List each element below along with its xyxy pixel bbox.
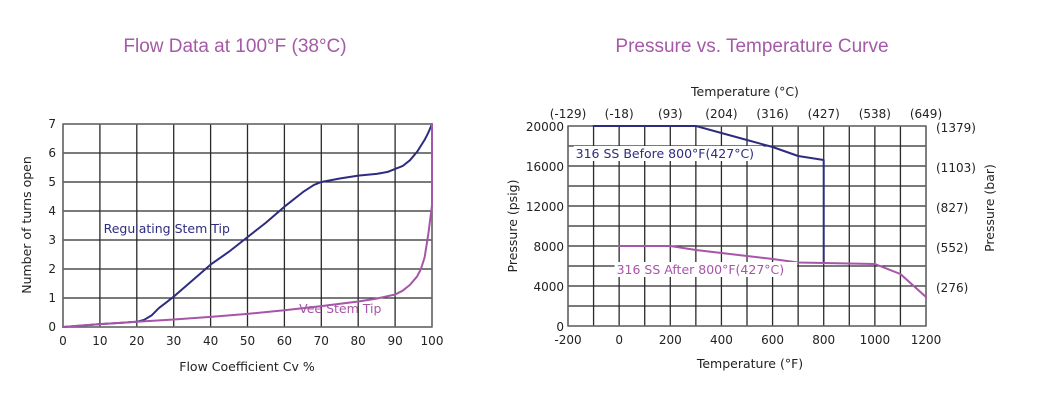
y-tick-label: 7 bbox=[48, 117, 56, 131]
x2-tick-label: (204) bbox=[705, 107, 737, 121]
x2-tick-label: (316) bbox=[756, 107, 788, 121]
x-tick-label: 0 bbox=[615, 333, 623, 347]
x-tick-label: 600 bbox=[761, 333, 784, 347]
annotation-background bbox=[573, 146, 764, 161]
x2-tick-label: (538) bbox=[859, 107, 891, 121]
y-tick-label: 0 bbox=[48, 320, 56, 334]
x-tick-label: 20 bbox=[129, 334, 144, 348]
x2-tick-label: (649) bbox=[910, 107, 942, 121]
flow-chart-y-label: Number of turns open bbox=[19, 156, 34, 294]
x-tick-label: 60 bbox=[277, 334, 292, 348]
annotation-background bbox=[614, 262, 798, 277]
y-tick-label: 6 bbox=[48, 146, 56, 160]
pressure-chart-y2-ticks: (276) (552) (827) (1103) (1379) bbox=[936, 121, 976, 295]
x-tick-label: 1200 bbox=[911, 333, 942, 347]
y-tick-label: 2 bbox=[48, 262, 56, 276]
pressure-chart-y2-label: Pressure (bar) bbox=[982, 164, 997, 252]
x-tick-label: 10 bbox=[92, 334, 107, 348]
regulating-stem-tip-label: Regulating Stem Tip bbox=[104, 221, 230, 236]
pressure-chart-x-label: Temperature (°F) bbox=[696, 356, 803, 371]
x-tick-label: 1000 bbox=[860, 333, 891, 347]
y-tick-label: 8000 bbox=[533, 240, 564, 254]
pressure-temperature-chart: Pressure vs. Temperature Curve Temperatu… bbox=[505, 36, 997, 371]
x2-tick-label: (-129) bbox=[550, 107, 587, 121]
y-tick-label: 20000 bbox=[526, 120, 564, 134]
plot-frame bbox=[567, 125, 927, 327]
flow-chart-title: Flow Data at 100°F (38°C) bbox=[123, 36, 346, 57]
x-tick-label: 70 bbox=[314, 334, 329, 348]
flow-chart-y-ticks: 0 1 2 3 4 5 6 7 bbox=[48, 117, 56, 334]
y2-tick-label: (827) bbox=[936, 201, 968, 215]
x-tick-label: 800 bbox=[812, 333, 835, 347]
after-800f-label: 316 SS After 800°F(427°C) bbox=[617, 262, 785, 277]
x-tick-label: -200 bbox=[554, 333, 581, 347]
y-tick-label: 5 bbox=[48, 175, 56, 189]
y2-tick-label: (276) bbox=[936, 281, 968, 295]
after-800f-line bbox=[618, 245, 927, 298]
x-tick-label: 30 bbox=[166, 334, 181, 348]
pressure-chart-x2-label: Temperature (°C) bbox=[690, 84, 799, 99]
x-tick-label: 80 bbox=[351, 334, 366, 348]
y-tick-label: 1 bbox=[48, 291, 56, 305]
x-tick-label: 40 bbox=[203, 334, 218, 348]
plot-frame bbox=[62, 123, 433, 328]
y-tick-label: 4000 bbox=[533, 280, 564, 294]
pressure-chart-title: Pressure vs. Temperature Curve bbox=[615, 36, 888, 57]
pressure-chart-y-label: Pressure (psig) bbox=[505, 180, 520, 273]
flow-chart-x-ticks: 0 10 20 30 40 50 60 70 80 90 100 bbox=[59, 334, 443, 348]
x-tick-label: 400 bbox=[710, 333, 733, 347]
pressure-chart-x2-ticks: (-129) (-18) (93) (204) (316) (427) (538) (649) bbox=[550, 107, 942, 121]
y-tick-label: 0 bbox=[556, 320, 564, 334]
x2-tick-label: (427) bbox=[808, 107, 840, 121]
x2-tick-label: (-18) bbox=[605, 107, 634, 121]
y2-tick-label: (552) bbox=[936, 241, 968, 255]
pressure-chart-x-ticks: -200 0 200 400 600 800 1000 1200 bbox=[554, 333, 941, 347]
y2-tick-label: (1103) bbox=[936, 161, 976, 175]
flow-chart-x-label: Flow Coefficient Cv % bbox=[179, 359, 315, 374]
x-tick-label: 50 bbox=[240, 334, 255, 348]
flow-chart-series bbox=[62, 123, 433, 328]
x-tick-label: 0 bbox=[59, 334, 67, 348]
before-800f-label: 316 SS Before 800°F(427°C) bbox=[576, 146, 754, 161]
pressure-chart-y-ticks: 0 4000 8000 12000 16000 20000 bbox=[526, 120, 564, 334]
x2-tick-label: (93) bbox=[658, 107, 683, 121]
y-tick-label: 16000 bbox=[526, 160, 564, 174]
pressure-chart-annotations: 316 SS Before 800°F(427°C) 316 SS After 8… bbox=[573, 146, 798, 277]
y-tick-label: 3 bbox=[48, 233, 56, 247]
y2-tick-label: (1379) bbox=[936, 121, 976, 135]
regulating-stem-tip-line bbox=[62, 123, 433, 328]
y-tick-label: 12000 bbox=[526, 200, 564, 214]
x-tick-label: 90 bbox=[387, 334, 402, 348]
vee-stem-tip-line bbox=[62, 123, 433, 328]
vee-stem-tip-label: Vee Stem Tip bbox=[299, 301, 381, 316]
pressure-chart-series bbox=[592, 125, 927, 298]
flow-chart-annotations: Regulating Stem Tip Vee Stem Tip bbox=[104, 221, 382, 316]
flow-data-chart: Flow Data at 100°F (38°C) 0 10 20 30 40 50 60 7… bbox=[19, 36, 443, 374]
before-800f-line bbox=[592, 125, 825, 264]
y-tick-label: 4 bbox=[48, 204, 56, 218]
x-tick-label: 100 bbox=[421, 334, 444, 348]
x-tick-label: 200 bbox=[659, 333, 682, 347]
